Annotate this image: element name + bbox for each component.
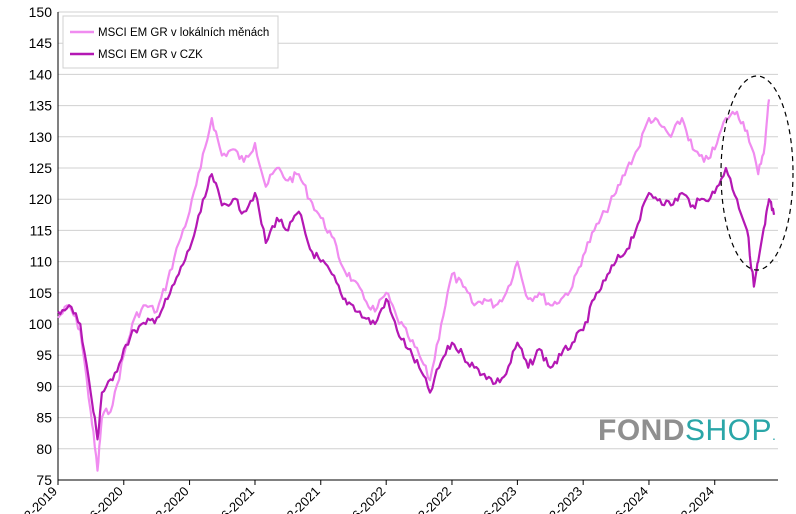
y-tick-80: 80 bbox=[36, 441, 52, 457]
x-tick-06-2021: 06-2021 bbox=[213, 484, 257, 514]
legend-label-czk: MSCI EM GR v CZK bbox=[98, 49, 203, 61]
x-tick-06-2024: 06-2024 bbox=[607, 484, 651, 514]
x-tick-06-2023: 06-2023 bbox=[475, 484, 519, 514]
y-tick-95: 95 bbox=[36, 347, 52, 363]
y-tick-135: 135 bbox=[29, 98, 53, 114]
series-line-1 bbox=[57, 166, 776, 441]
x-tick-12-2023: 12-2023 bbox=[541, 484, 585, 514]
x-tick-12-2024: 12-2024 bbox=[673, 484, 717, 514]
legend-box bbox=[62, 15, 279, 69]
y-tick-125: 125 bbox=[29, 160, 53, 176]
y-tick-145: 145 bbox=[29, 35, 53, 51]
y-tick-150: 150 bbox=[29, 4, 53, 20]
y-tick-75: 75 bbox=[36, 472, 52, 488]
y-tick-140: 140 bbox=[29, 66, 53, 82]
x-tick-06-2022: 06-2022 bbox=[344, 484, 388, 514]
grid-lines bbox=[58, 11, 778, 481]
y-tick-85: 85 bbox=[36, 410, 52, 426]
x-axis-tick-labels: 12-2019 06-2020 12-2020 06-2021 12-2021 06-20… bbox=[16, 484, 717, 514]
fondshop-logo: FONDSHOP. bbox=[598, 414, 776, 448]
x-tick-06-2020: 06-2020 bbox=[82, 484, 126, 514]
series-lines bbox=[57, 99, 776, 472]
logo-part-fond: FOND bbox=[598, 414, 685, 447]
logo-part-shop: SHOP bbox=[685, 414, 773, 447]
y-tick-105: 105 bbox=[29, 285, 53, 301]
y-tick-90: 90 bbox=[36, 378, 52, 394]
series-line-0 bbox=[57, 99, 771, 472]
axes bbox=[57, 12, 778, 485]
y-tick-100: 100 bbox=[29, 316, 53, 332]
y-tick-115: 115 bbox=[30, 222, 53, 238]
x-tick-12-2019: 12-2019 bbox=[16, 484, 60, 514]
x-tick-12-2020: 12-2020 bbox=[147, 484, 191, 514]
y-tick-130: 130 bbox=[29, 129, 53, 145]
x-tick-12-2022: 12-2022 bbox=[410, 484, 454, 514]
x-tick-12-2021: 12-2021 bbox=[279, 484, 323, 514]
y-axis-tick-labels: 75 80 85 90 95 100 105 110 115 120 125 130 135 140 145… bbox=[29, 4, 53, 488]
legend-label-local: MSCI EM GR v lokálních měnách bbox=[98, 27, 269, 39]
y-tick-120: 120 bbox=[29, 191, 53, 207]
y-tick-110: 110 bbox=[30, 254, 53, 270]
highlight-ellipse bbox=[720, 75, 794, 271]
legend: MSCI EM GR v lokálních měnách MSCI EM GR… bbox=[62, 15, 279, 69]
logo-dot: . bbox=[772, 427, 777, 443]
